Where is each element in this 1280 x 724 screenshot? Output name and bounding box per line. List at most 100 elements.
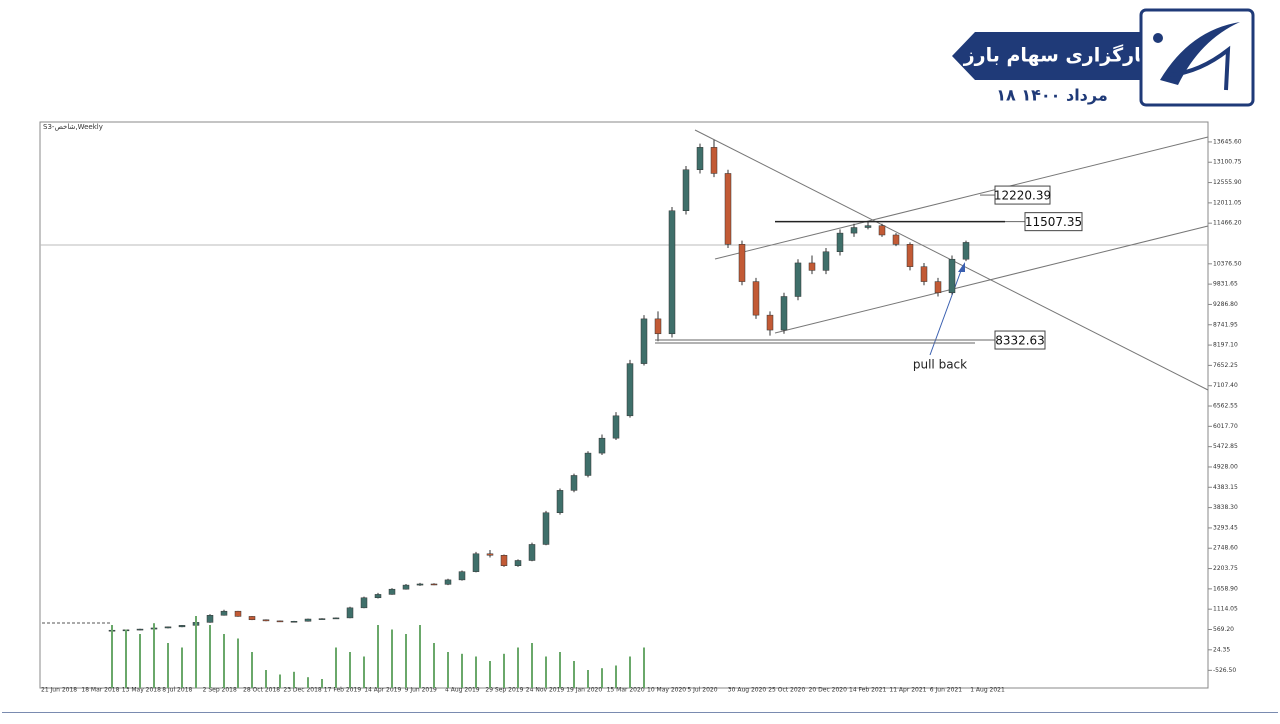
- volume-bar: [559, 652, 561, 688]
- y-tick-label: 13100.75: [1213, 159, 1242, 166]
- symbol-label: S3-شاخص,Weekly: [43, 123, 103, 131]
- x-tick-label: 18 Mar 2018: [81, 687, 119, 694]
- volume-bar: [377, 625, 379, 688]
- candle-body: [444, 579, 452, 585]
- volume-bar: [363, 656, 365, 688]
- candle-body: [738, 244, 746, 282]
- volume-bar: [293, 671, 295, 688]
- x-tick-label: 9 Jun 2019: [405, 687, 437, 694]
- volume-bar: [517, 647, 519, 688]
- x-tick-label: 2 Sep 2018: [203, 687, 237, 694]
- y-tick-label: 7107.40: [1213, 382, 1238, 389]
- volume-bar: [475, 656, 477, 688]
- candle-body: [598, 437, 606, 454]
- candle-body: [234, 610, 242, 617]
- volume-bar: [111, 625, 113, 688]
- candle-body: [164, 626, 172, 629]
- volume-bar: [489, 661, 491, 688]
- candle-body: [920, 266, 928, 282]
- candle-body: [822, 251, 830, 271]
- x-tick-label: 30 Aug 2020: [728, 687, 767, 694]
- candle-body: [864, 225, 872, 228]
- y-tick-label: 12011.05: [1213, 199, 1242, 206]
- volume-bar: [279, 674, 281, 688]
- x-tick-label: 4 Aug 2019: [445, 687, 480, 694]
- candle-body: [318, 618, 326, 620]
- candle-body: [402, 584, 410, 590]
- x-tick-label: 21 Jun 2018: [41, 687, 77, 694]
- x-tick-label: 23 Dec 2018: [283, 687, 322, 694]
- candle-body: [836, 232, 844, 253]
- candle-body: [248, 616, 256, 621]
- volume-bar: [321, 679, 323, 688]
- x-tick-label: 14 Feb 2021: [849, 687, 887, 694]
- candle-body: [794, 262, 802, 297]
- logo: [1139, 8, 1255, 107]
- candle-body: [556, 490, 564, 514]
- frame: [2, 712, 1278, 713]
- level-label: 12220.39: [994, 189, 1051, 203]
- y-tick-label: 7652.25: [1213, 362, 1238, 369]
- volume-bar: [531, 643, 533, 688]
- candle-body: [514, 560, 522, 566]
- annotation: pull back: [913, 358, 967, 372]
- volume-bar: [419, 625, 421, 688]
- candle-body: [388, 588, 396, 595]
- volume-bar: [503, 653, 505, 688]
- candle-body: [878, 225, 886, 236]
- y-tick-label: 9286.80: [1213, 301, 1238, 308]
- y-tick-label: 6017.70: [1213, 423, 1238, 430]
- x-tick-label: 29 Sep 2019: [485, 687, 523, 694]
- volume-bar: [643, 647, 645, 688]
- x-tick-label: 14 Apr 2019: [364, 687, 401, 694]
- level-box: [994, 185, 1051, 205]
- candle-body: [416, 583, 424, 586]
- candle-body: [752, 281, 760, 316]
- level-label: 8332.63: [995, 334, 1045, 348]
- level-box: [1024, 212, 1083, 232]
- volume-bar: [139, 634, 141, 688]
- volume-bar: [195, 616, 197, 688]
- candle-body: [668, 210, 676, 335]
- volume-bar: [587, 670, 589, 688]
- candle-body: [696, 147, 704, 170]
- volume-bar: [629, 656, 631, 688]
- volume-bar: [335, 647, 337, 688]
- x-tick-label: 28 Oct 2018: [243, 687, 280, 694]
- candle-body: [374, 594, 382, 599]
- volume-bar: [433, 643, 435, 688]
- candle-body: [220, 610, 228, 616]
- volume-bar: [251, 652, 253, 688]
- y-tick-label: 1114.05: [1213, 606, 1238, 613]
- y-tick-label: 10376.50: [1213, 260, 1242, 267]
- volume-bar: [153, 623, 155, 688]
- volume-bar: [209, 625, 211, 688]
- volume-bar: [601, 668, 603, 688]
- candle-body: [304, 618, 312, 622]
- candle-body: [682, 169, 690, 211]
- candle-body: [766, 314, 774, 331]
- logo-stroke: [1169, 45, 1231, 91]
- candle-body: [206, 615, 214, 623]
- header-date: ۱۸ مرداد ۱۴۰۰: [996, 86, 1108, 105]
- y-tick-label: 11466.20: [1213, 220, 1242, 227]
- volume-bar: [307, 677, 309, 688]
- y-tick-label: 6562.55: [1213, 403, 1238, 410]
- y-tick-label: 24.35: [1213, 646, 1230, 653]
- volume-bar: [223, 634, 225, 688]
- volume-bar: [125, 629, 127, 688]
- candle-body: [542, 512, 550, 545]
- x-tick-label: 8 Jul 2018: [162, 687, 192, 694]
- y-tick-label: 8197.10: [1213, 342, 1238, 349]
- candle-body: [458, 571, 466, 581]
- candle-body: [486, 553, 494, 556]
- x-tick-label: 15 Mar 2020: [607, 687, 645, 694]
- candle-body: [570, 475, 578, 491]
- y-tick-label: -526.50: [1213, 667, 1236, 674]
- trendline: [714, 136, 1209, 260]
- level-box: [994, 330, 1046, 350]
- arrow-head: [958, 262, 965, 272]
- candle-body: [962, 242, 970, 260]
- y-tick-label: 1658.90: [1213, 585, 1238, 592]
